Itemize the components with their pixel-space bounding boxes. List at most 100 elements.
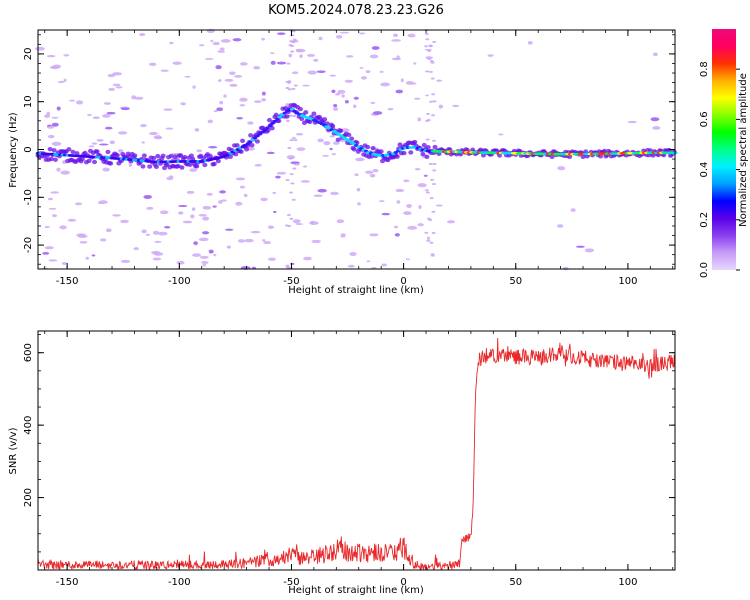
spectrogram-noise-blob [431, 231, 436, 234]
spectrogram-noise-blob [336, 219, 345, 224]
spectrogram-noise-blob [172, 61, 182, 65]
spectrogram-noise-blob [253, 65, 261, 70]
spectrogram-noise-blob [310, 220, 315, 225]
spectrogram-noise-blob [57, 80, 65, 84]
spectrogram-ridge-cell [233, 152, 239, 157]
spectrogram-noise-blob [417, 183, 427, 188]
spectrogram-noise-blob [429, 60, 434, 63]
spectrogram-noise-blob [261, 239, 266, 242]
spectrogram-noise-blob [360, 76, 367, 80]
spectrogram-x-tick-label: 0 [400, 276, 406, 287]
spectrogram-noise-blob [51, 122, 59, 127]
spectrogram-noise-blob [88, 145, 95, 148]
spectrogram-ridge-cell [74, 151, 80, 156]
spectrogram-ridge-cell [249, 143, 255, 148]
spectrogram-noise-blob [48, 259, 58, 262]
spectrogram-noise-blob [202, 263, 207, 267]
spectrogram-noise-blob [229, 83, 238, 87]
spectrogram-noise-blob [202, 216, 210, 221]
spectrogram-ridge-cell [178, 153, 184, 158]
spectrogram-ridge-cell [311, 111, 317, 116]
spectrogram-noise-blob [216, 107, 224, 112]
spectrogram-noise-blob [63, 54, 70, 57]
spectrogram-noise-blob [570, 208, 576, 212]
spectrogram-ridge-cell [132, 153, 138, 158]
spectrogram-noise-blob [145, 233, 150, 237]
spectrogram-ridge-cell [248, 133, 254, 138]
spectrogram-noise-blob [277, 32, 286, 36]
spectrogram-noise-blob [190, 214, 195, 219]
spectrogram-noise-blob [428, 70, 433, 73]
spectrogram-noise-blob [226, 245, 231, 249]
spectrogram-noise-blob [254, 100, 262, 104]
spectrogram-noise-blob [369, 173, 376, 178]
spectrogram-noise-blob [425, 70, 430, 73]
spectrogram-noise-blob [425, 38, 430, 41]
spectrogram-noise-blob [74, 202, 83, 206]
spectrogram-noise-blob [284, 224, 289, 227]
spectrogram-noise-blob [261, 91, 266, 96]
spectrogram-noise-blob [266, 151, 275, 155]
spectrogram-noise-blob [220, 199, 227, 202]
spectrogram-noise-blob [192, 253, 202, 257]
spectrogram-noise-blob [414, 167, 421, 171]
spectrogram-noise-blob [201, 260, 209, 264]
spectrogram-noise-blob [75, 100, 84, 105]
spectrogram-noise-blob [353, 104, 357, 109]
spectrogram-noise-blob [354, 173, 359, 177]
spectrogram-noise-blob [210, 40, 214, 43]
spectrogram-noise-blob [395, 89, 404, 94]
spectrogram-noise-blob [289, 217, 294, 220]
spectrogram-noise-blob [424, 231, 429, 234]
spectrogram-noise-blob [182, 220, 193, 224]
spectrogram-x-tick-label: -50 [283, 276, 299, 287]
spectrogram-noise-blob [575, 245, 585, 248]
spectrogram-noise-blob [154, 136, 163, 140]
spectrogram-noise-blob [306, 53, 315, 57]
spectrogram-noise-blob [213, 253, 217, 257]
spectrogram-noise-blob [141, 141, 145, 144]
colorbar-tick-label: 0.0 [699, 262, 710, 278]
spectrogram-ridge-cell [650, 153, 656, 158]
colorbar-tick-label: 0.6 [699, 111, 710, 127]
spectrogram-noise-blob [329, 74, 337, 77]
spectrogram-noise-blob [313, 58, 319, 62]
spectrogram-noise-blob [100, 238, 107, 242]
spectrogram-noise-blob [164, 226, 171, 229]
spectrogram-ridge-cell [370, 145, 376, 151]
spectrogram-noise-blob [431, 114, 436, 117]
spectrogram-ridge-core [255, 134, 260, 138]
spectrogram-noise-blob [239, 62, 248, 66]
spectrogram-ridge-cell [420, 151, 426, 157]
spectrogram-ridge-core [280, 113, 285, 117]
spectrogram-ridge-core [289, 107, 295, 111]
spectrogram-noise-blob [293, 139, 298, 142]
spectrogram-ridge-cell [105, 149, 111, 155]
spectrogram-y-axis-label: Frequency (Hz) [8, 112, 19, 188]
spectrogram-noise-blob [196, 149, 203, 153]
spectrogram-noise-blob [96, 139, 104, 142]
spectrogram-ridge-cell [598, 154, 604, 159]
spectrogram-ridge-cell [51, 148, 57, 153]
spectrogram-noise-blob [176, 260, 185, 265]
spectrogram-noise-blob [331, 153, 336, 156]
spectrogram-ridge-cell [421, 142, 427, 148]
spectrogram-x-tick-label: 50 [509, 276, 522, 287]
spectrogram-noise-blob [92, 116, 100, 120]
spectrogram-noise-blob [51, 116, 59, 119]
spectrogram-ridge-cell [66, 147, 72, 152]
spectrogram-noise-blob [237, 239, 245, 243]
spectrogram-noise-blob [46, 111, 50, 116]
spectrogram-ridge-cell [283, 106, 289, 111]
spectrogram-noise-blob [276, 171, 287, 175]
spectrogram-noise-blob [429, 241, 434, 244]
snr-x-tick-label: -150 [56, 577, 79, 588]
spectrogram-noise-blob [112, 214, 121, 217]
spectrogram-noise-blob [400, 78, 404, 83]
spectrogram-ridge [35, 102, 678, 171]
spectrogram-ridge-cell [480, 153, 486, 158]
spectrogram-noise-blob [431, 210, 436, 213]
spectrogram-noise-blob [365, 70, 371, 74]
spectrogram-noise-blob [344, 79, 353, 83]
spectrogram-noise-blob [169, 41, 174, 45]
